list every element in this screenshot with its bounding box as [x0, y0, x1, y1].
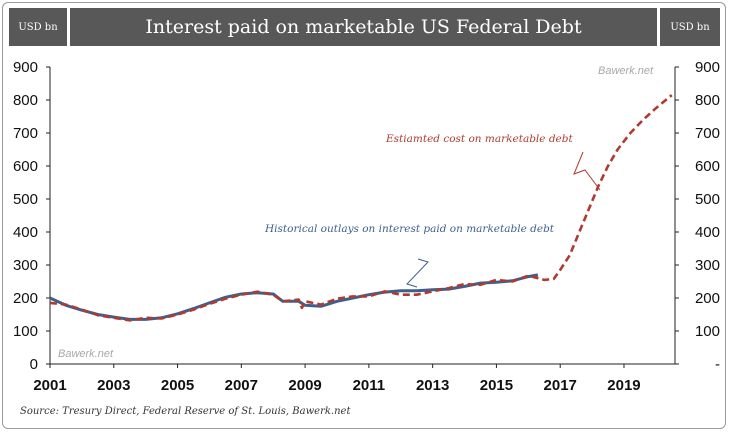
left-unit-label: USD bn [9, 8, 67, 46]
x-tick-label: 2005 [161, 377, 194, 394]
y-tick-label-left: 0 [30, 356, 38, 373]
chart-title: Interest paid on marketable US Federal D… [70, 8, 657, 46]
y-tick-label-right: 900 [695, 59, 720, 76]
x-tick-label: 2003 [97, 377, 130, 394]
annotation-estimated: Estiamted cost on marketable debt [385, 133, 573, 145]
y-tick-label-right: - [715, 356, 720, 373]
chart-frame [2, 2, 726, 429]
x-tick-label: 2013 [416, 377, 449, 394]
annotation-pointer-estimated [573, 151, 601, 191]
y-tick-label-right: 500 [695, 191, 720, 208]
y-tick-label-left: 100 [13, 323, 38, 340]
x-tick-label: 2019 [607, 377, 640, 394]
y-tick-label-right: 700 [695, 125, 720, 142]
series-line-historical [49, 273, 539, 321]
y-tick-label-left: 500 [13, 191, 38, 208]
watermark-top-right: Bawerk.net [598, 65, 654, 77]
x-tick-label: 2001 [33, 377, 66, 394]
y-tick-label-left: 300 [13, 257, 38, 274]
y-tick-label-right: 100 [695, 323, 720, 340]
x-tick-label: 2007 [225, 377, 258, 394]
x-tick-label: 2009 [288, 377, 321, 394]
y-tick-label-left: 800 [13, 92, 38, 109]
x-tick-label: 2015 [480, 377, 513, 394]
y-tick-label-left: 900 [13, 59, 38, 76]
right-unit-label: USD bn [660, 8, 720, 46]
y-tick-label-right: 800 [695, 92, 720, 109]
annotation-historical: Historical outlays on interest paid on m… [264, 223, 555, 235]
y-tick-label-right: 600 [695, 158, 720, 175]
y-tick-label-right: 300 [695, 257, 720, 274]
y-tick-label-left: 600 [13, 158, 38, 175]
y-tick-label-left: 400 [13, 224, 38, 241]
y-tick-label-right: 400 [695, 224, 720, 241]
source-note: Source: Tresury Direct, Federal Reserve … [20, 406, 351, 417]
y-tick-label-left: 200 [13, 290, 38, 307]
watermark-bottom-left: Bawerk.net [58, 348, 114, 360]
annotation-pointer-historical [406, 258, 429, 288]
y-tick-label-left: 700 [13, 125, 38, 142]
series-line-estimated [49, 94, 673, 322]
y-tick-label-right: 200 [695, 290, 720, 307]
x-tick-label: 2011 [353, 377, 386, 394]
x-tick-label: 2017 [544, 377, 577, 394]
